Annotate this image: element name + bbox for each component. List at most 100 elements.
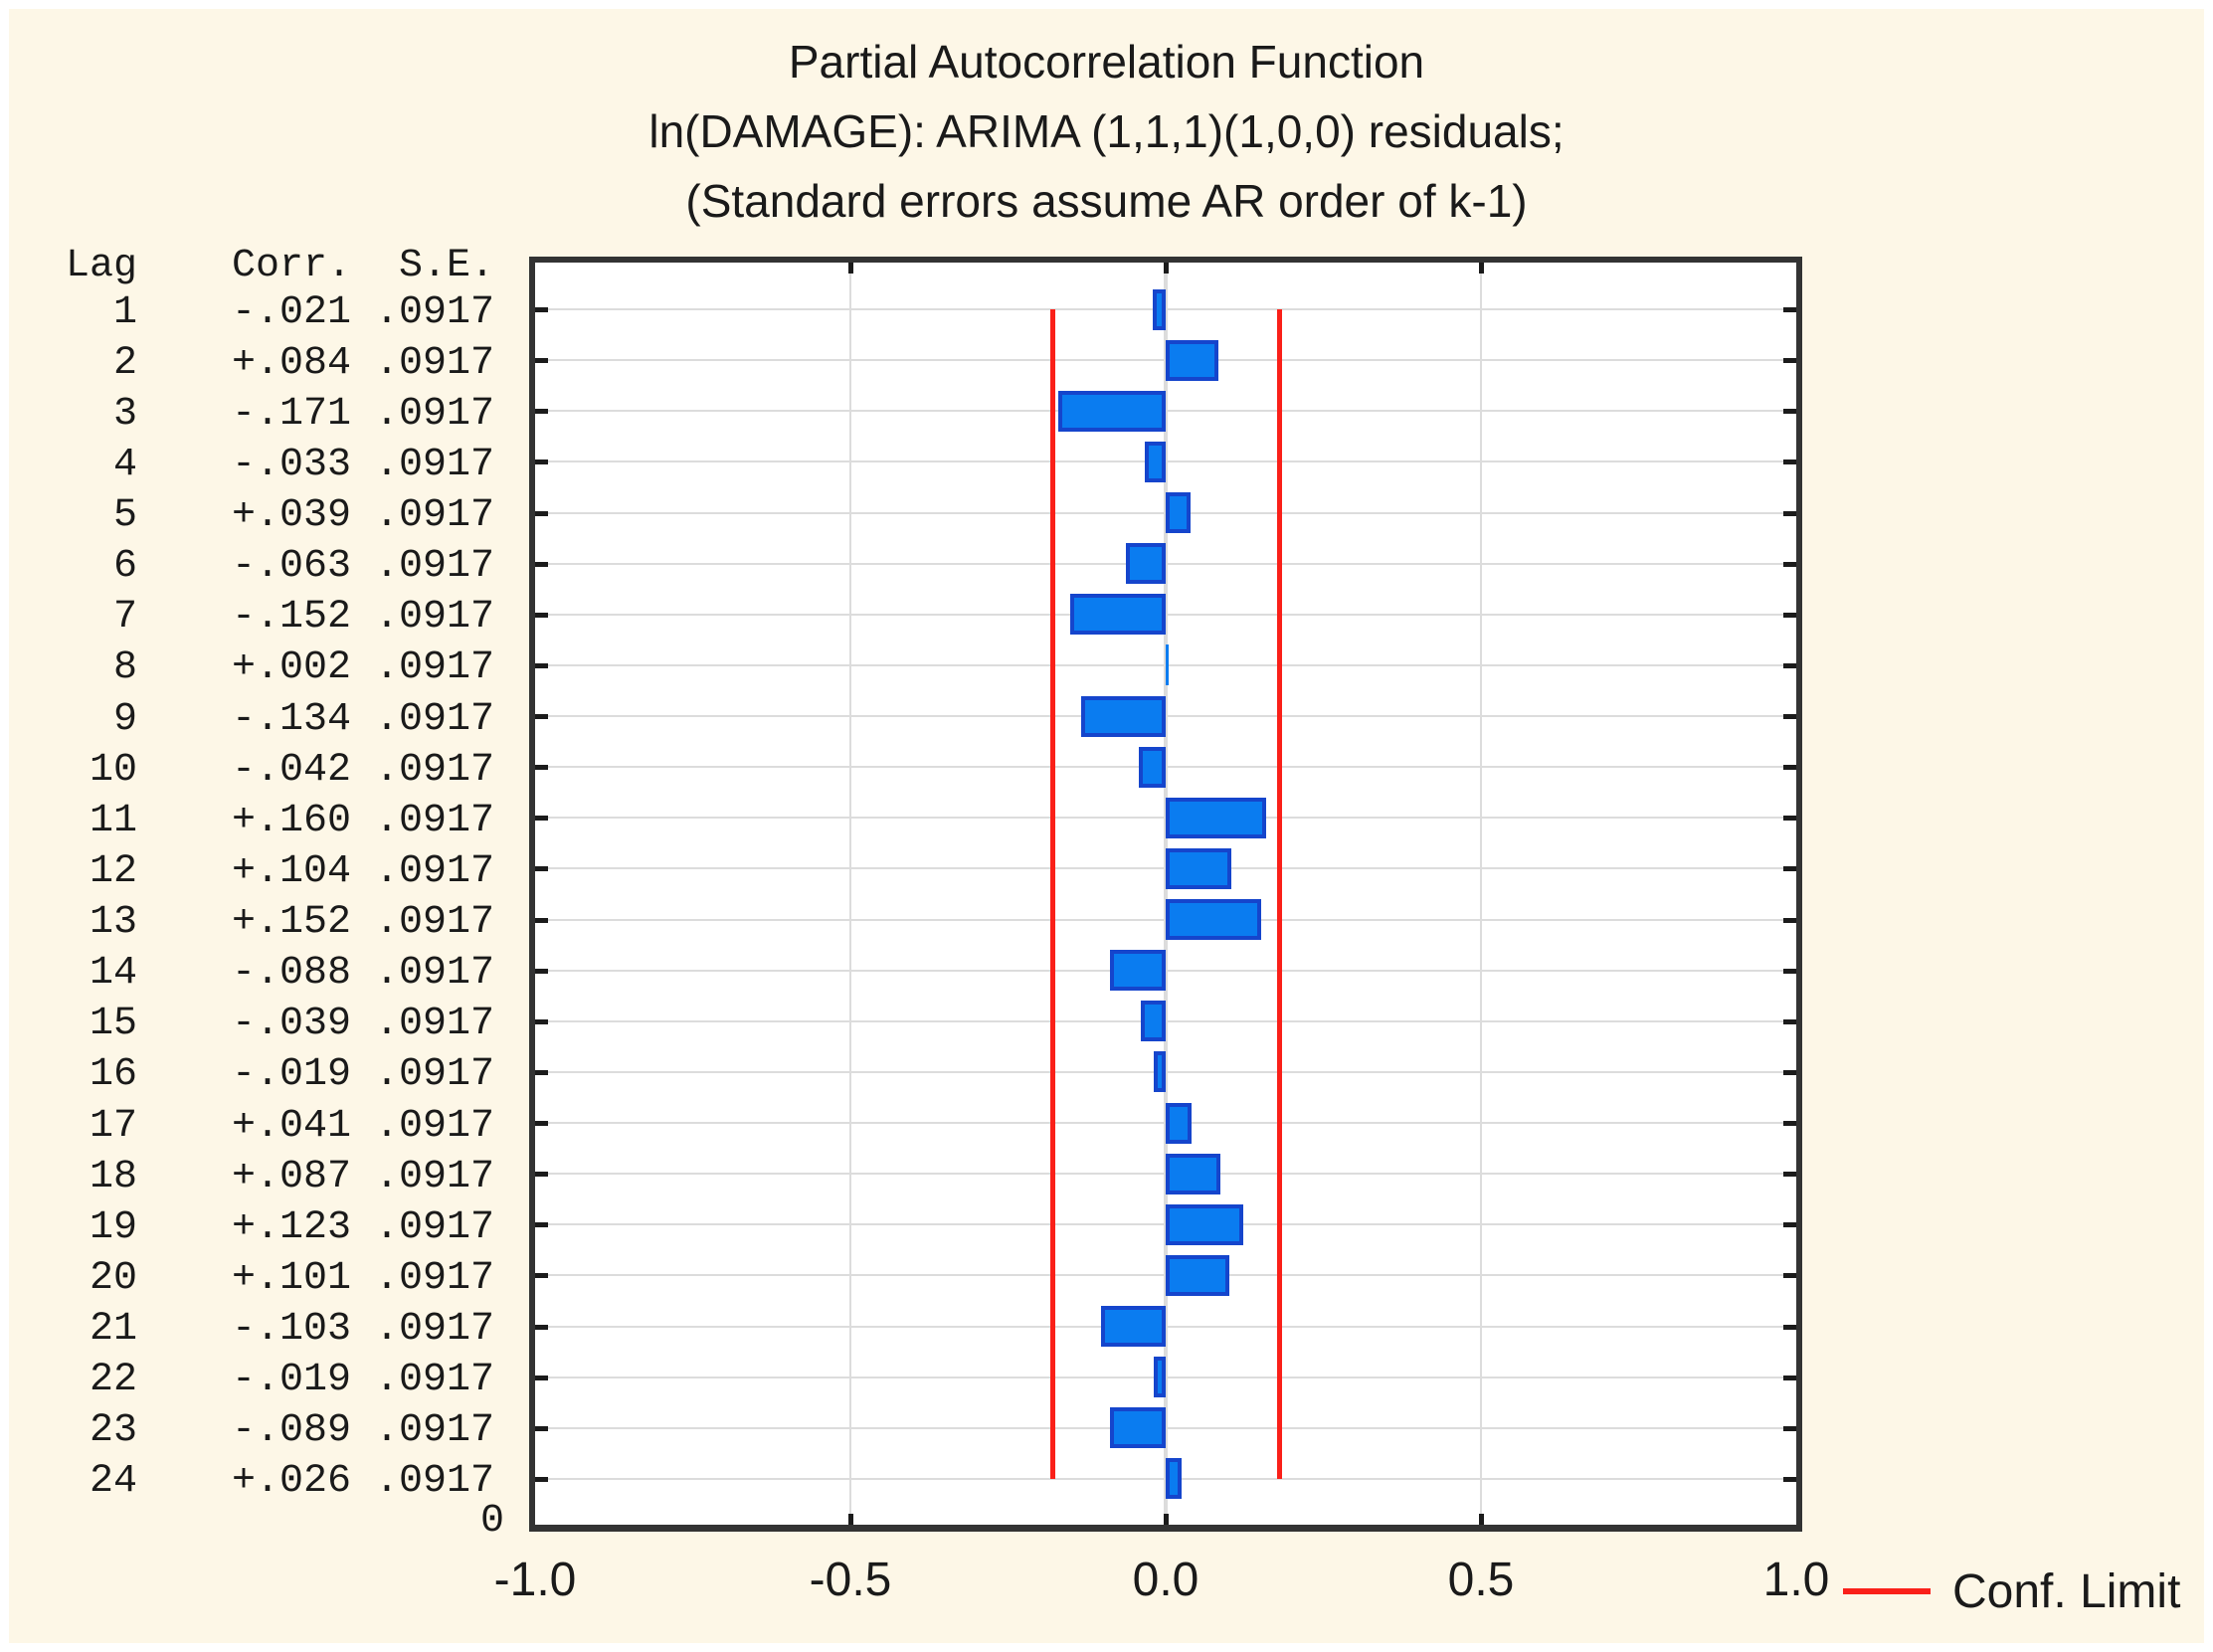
lag-cell: 19 [89, 1204, 137, 1250]
y-axis-tick-right [1783, 1375, 1796, 1380]
pacf-bar-lag-10 [1139, 746, 1166, 788]
corr-cell: +.160 [231, 798, 351, 843]
corr-cell: +.084 [231, 340, 351, 386]
lag-table-row: 3 -.171 .0917 [50, 388, 494, 440]
lag-table-header: Lag Corr. S.E. [50, 240, 494, 291]
corr-cell: -.171 [231, 391, 351, 437]
pacf-bar-lag-20 [1166, 1254, 1229, 1296]
x-axis-tick-bottom [1479, 1514, 1484, 1525]
lag-cell: 24 [89, 1459, 137, 1505]
se-cell: .0917 [374, 493, 494, 539]
pacf-bar-lag-6 [1126, 543, 1166, 585]
y-axis-tick-right [1783, 510, 1796, 516]
corr-cell: +.101 [231, 1255, 351, 1301]
gridline-horizontal [535, 460, 1796, 463]
lag-cell: 21 [89, 1307, 137, 1353]
corr-cell: -.134 [231, 696, 351, 742]
y-axis-tick-right [1783, 1324, 1796, 1330]
gridline-horizontal [535, 308, 1796, 310]
pacf-bar-lag-4 [1145, 441, 1166, 482]
corr-cell: +.104 [231, 848, 351, 894]
y-axis-tick-right [1783, 459, 1796, 465]
corr-cell: -.021 [231, 289, 351, 335]
y-axis-tick-left [535, 1375, 548, 1380]
pacf-bar-lag-2 [1166, 339, 1218, 381]
pacf-bar-lag-18 [1166, 1153, 1220, 1194]
lag-cell: 17 [89, 1103, 137, 1149]
lag-cell: 22 [89, 1358, 137, 1403]
y-axis-tick-left [535, 1172, 548, 1178]
se-cell: .0917 [374, 747, 494, 793]
lag-table-row: 10 -.042 .0917 [50, 744, 494, 796]
se-cell: .0917 [374, 798, 494, 843]
gridline-horizontal [535, 410, 1796, 413]
gridline-horizontal [535, 1376, 1796, 1378]
lag-table-row: 23 -.089 .0917 [50, 1405, 494, 1457]
y-axis-tick-left [535, 816, 548, 822]
lag-table-row: 17 +.041 .0917 [50, 1100, 494, 1152]
gridline-horizontal [535, 1070, 1796, 1073]
y-axis-tick-left [535, 1273, 548, 1279]
pacf-bar-lag-22 [1154, 1357, 1166, 1398]
y-axis-tick-right [1783, 662, 1796, 668]
lag-table-row: 5 +.039 .0917 [50, 490, 494, 542]
x-axis-tick-top [848, 263, 853, 274]
gridline-vertical [849, 263, 851, 1525]
x-axis-tick-bottom [1164, 1514, 1169, 1525]
conf-limit-line [1277, 309, 1282, 1479]
lag-cell: 14 [89, 951, 137, 997]
corr-cell: +.041 [231, 1103, 351, 1149]
y-axis-tick-left [535, 307, 548, 312]
lag-table-row: 8 +.002 .0917 [50, 642, 494, 694]
se-cell: .0917 [374, 696, 494, 742]
y-axis-tick-left [535, 1222, 548, 1228]
corr-cell: +.002 [231, 645, 351, 691]
lag-cell: 15 [89, 1002, 137, 1047]
x-tick-label: 0.0 [1132, 1554, 1199, 1606]
corr-cell: -.103 [231, 1307, 351, 1353]
zero-line [1164, 263, 1168, 1525]
corr-cell: +.123 [231, 1204, 351, 1250]
gridline-horizontal [535, 715, 1796, 718]
y-axis-tick-right [1783, 1121, 1796, 1127]
corr-cell: -.039 [231, 1002, 351, 1047]
corr-cell: -.088 [231, 951, 351, 997]
x-axis-tick-top [1479, 263, 1484, 274]
lag-table-row: 6 -.063 .0917 [50, 541, 494, 593]
lag-table-row: 16 -.019 .0917 [50, 1049, 494, 1101]
pacf-bar-lag-16 [1154, 1051, 1166, 1093]
pacf-bar-lag-12 [1166, 847, 1231, 889]
y-axis-tick-right [1783, 1069, 1796, 1075]
lag-cell: 18 [89, 1154, 137, 1199]
corr-cell: Corr. [231, 243, 351, 288]
pacf-bar-lag-19 [1166, 1203, 1243, 1245]
y-axis-tick-left [535, 1476, 548, 1482]
y-axis-tick-right [1783, 561, 1796, 567]
pacf-bar-lag-11 [1166, 797, 1266, 838]
x-tick-label: -0.5 [809, 1554, 892, 1606]
se-cell: .0917 [374, 1255, 494, 1301]
x-axis-tick-bottom [848, 1514, 853, 1525]
lag-cell: 10 [89, 747, 137, 793]
y-axis-tick-right [1783, 816, 1796, 822]
y-axis-tick-right [1783, 1222, 1796, 1228]
lag-cell: 12 [89, 848, 137, 894]
y-axis-tick-right [1783, 358, 1796, 364]
lag-cell: 3 [112, 391, 137, 437]
corr-cell: -.042 [231, 747, 351, 793]
corr-cell: -.152 [231, 595, 351, 641]
legend-label: Conf. Limit [1952, 1564, 2181, 1618]
gridline-horizontal [535, 1325, 1796, 1328]
pacf-bar-lag-3 [1058, 390, 1166, 432]
lag-cell: 16 [89, 1052, 137, 1098]
x-tick-label: 0.5 [1447, 1554, 1515, 1606]
lag-cell: 13 [89, 900, 137, 946]
pacf-bar-lag-14 [1110, 950, 1166, 992]
chart-title: Partial Autocorrelation Function [788, 36, 1425, 88]
y-axis-tick-right [1783, 1476, 1796, 1482]
lag-table-row: 24 +.026 .0917 [50, 1456, 494, 1508]
pacf-bar-lag-13 [1166, 899, 1261, 941]
plot-area [529, 257, 1802, 1532]
pacf-bar-lag-17 [1166, 1102, 1192, 1144]
lag-table-row: 20 +.101 .0917 [50, 1252, 494, 1304]
